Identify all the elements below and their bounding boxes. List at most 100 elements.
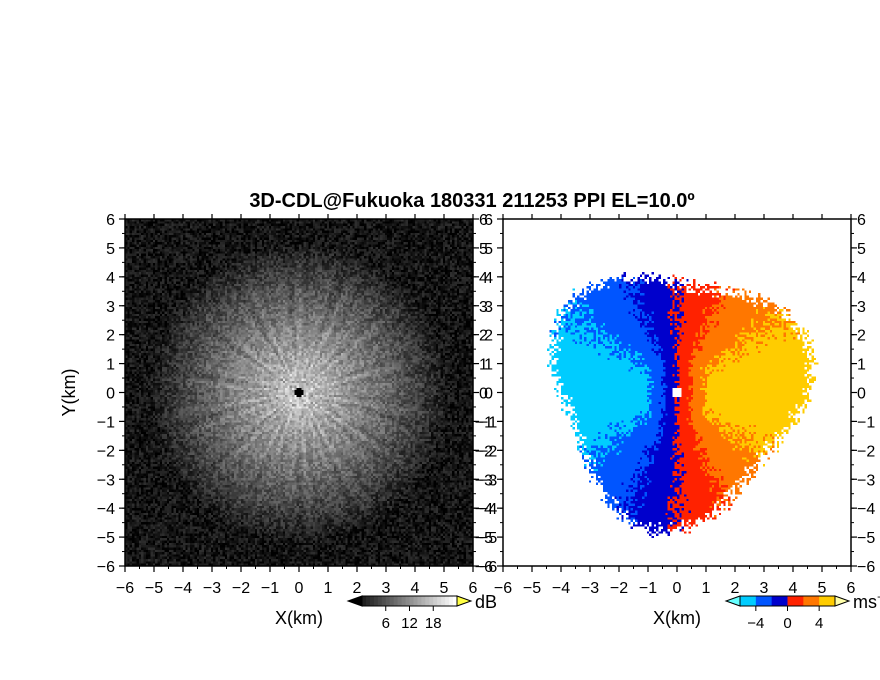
- colorbar-segment: [405, 596, 410, 606]
- colorbar-segment: [365, 596, 371, 606]
- colorbar-segment: [815, 596, 820, 606]
- colorbar-segment: [787, 596, 792, 606]
- x-tick-label: −2: [610, 580, 628, 597]
- x-tick-label: −3: [581, 580, 599, 597]
- y-tick-label-right: −2: [857, 443, 875, 460]
- x-tick-label: 0: [673, 580, 682, 597]
- x-tick-label: 1: [324, 580, 333, 597]
- colorbar-segment: [389, 596, 395, 606]
- y-tick-label-right: −6: [479, 559, 497, 576]
- x-tick-label: 2: [353, 580, 362, 597]
- y-tick-label: 0: [484, 386, 493, 403]
- chart-title: 3D-CDL@Fukuoka 180331 211253 PPI EL=10.0…: [249, 190, 694, 212]
- x-tick-label: 4: [411, 580, 420, 597]
- colorbar-segment: [453, 596, 458, 606]
- y-tick-label: 6: [106, 212, 115, 229]
- y-tick-label-right: −3: [479, 472, 497, 489]
- y-tick-label: 3: [106, 299, 115, 316]
- y-tick-label-right: −4: [479, 501, 497, 518]
- y-tick-label: −4: [97, 501, 115, 518]
- colorbar-segment: [807, 596, 812, 606]
- colorbar-segment: [385, 596, 391, 606]
- colorbar-segment: [767, 596, 773, 606]
- colorbar: −4 0 4 ms−1: [724, 590, 880, 632]
- y-tick-label-right: −4: [857, 501, 875, 518]
- y-tick-label-right: 6: [479, 212, 488, 229]
- colorbar-segment: [795, 596, 800, 606]
- y-tick-label: −1: [475, 414, 493, 431]
- colorbar-tick-label: −4: [747, 615, 764, 632]
- colorbar-segment: [413, 596, 418, 606]
- y-axis-label: Y(km): [59, 369, 79, 417]
- x-tick-label: −2: [232, 580, 250, 597]
- y-tick-label: −2: [97, 443, 115, 460]
- colorbar-segment: [743, 596, 749, 606]
- colorbar-segment: [445, 596, 450, 606]
- x-axis-label: X(km): [275, 608, 323, 628]
- x-tick-label: 0: [295, 580, 304, 597]
- colorbar-tick-label: 4: [815, 615, 823, 632]
- colorbar-segment: [441, 596, 446, 606]
- x-tick-label: −5: [145, 580, 163, 597]
- y-tick-label: 3: [484, 299, 493, 316]
- colorbar-over-triangle: [834, 595, 851, 607]
- colorbar-segment: [425, 596, 430, 606]
- colorbar-segment: [401, 596, 407, 606]
- colorbar-segment: [771, 596, 777, 606]
- colorbar-segment: [417, 596, 422, 606]
- x-tick-label: −6: [116, 580, 134, 597]
- x-tick-label: 3: [382, 580, 391, 597]
- x-tick-label: −6: [494, 580, 512, 597]
- y-tick-label: −3: [97, 472, 115, 489]
- colorbar-segment: [373, 596, 379, 606]
- colorbar-segment: [377, 596, 383, 606]
- colorbar-tick-label: 0: [783, 615, 791, 632]
- y-tick-label-right: 2: [479, 328, 488, 345]
- y-tick-label: −4: [475, 501, 493, 518]
- x-tick-label: 3: [760, 580, 769, 597]
- colorbar-segment: [369, 596, 375, 606]
- colorbar-unit: ms−1: [853, 590, 880, 612]
- x-tick-label: 6: [469, 580, 478, 597]
- colorbar-segment: [827, 596, 832, 606]
- y-tick-label: −5: [475, 530, 493, 547]
- y-tick-label-right: 0: [857, 386, 866, 403]
- y-tick-label: −3: [475, 472, 493, 489]
- right-panel-velocity: −6 −5 −4 −3 −2 −1 0 1 2 3 4 5 66 65 54 43 32 21 10 0−1 −1−2−…: [475, 212, 880, 632]
- x-tick-label: −3: [203, 580, 221, 597]
- colorbar-tick-label: 12: [401, 615, 418, 632]
- y-tick-label: −1: [97, 414, 115, 431]
- y-tick-label: −5: [97, 530, 115, 547]
- x-tick-label: 1: [702, 580, 711, 597]
- x-tick-label: 5: [818, 580, 827, 597]
- colorbar-tick-label: 18: [425, 615, 442, 632]
- colorbar-segment: [759, 596, 765, 606]
- y-tick-label-right: 3: [479, 299, 488, 316]
- y-tick-label-right: −6: [857, 559, 875, 576]
- x-tick-label: −1: [261, 580, 279, 597]
- y-tick-label-right: 1: [857, 357, 866, 374]
- colorbar: 6 12 18 dB: [346, 592, 497, 632]
- colorbar-segment: [783, 596, 788, 606]
- x-tick-label: 4: [789, 580, 798, 597]
- colorbar-segment: [803, 596, 808, 606]
- colorbar-segment: [799, 596, 804, 606]
- y-tick-label-right: 3: [857, 299, 866, 316]
- colorbar-segment: [747, 596, 753, 606]
- x-tick-label: 2: [731, 580, 740, 597]
- colorbar-tick-label: 6: [382, 615, 390, 632]
- colorbar-segment: [755, 596, 761, 606]
- colorbar-segment: [819, 596, 824, 606]
- y-tick-label-right: 5: [479, 241, 488, 258]
- y-tick-label-right: −3: [857, 472, 875, 489]
- colorbar-segment: [831, 596, 836, 606]
- colorbar-segment: [397, 596, 403, 606]
- colorbar-segment: [409, 596, 414, 606]
- y-tick-label-right: −2: [479, 443, 497, 460]
- colorbar-segment: [437, 596, 442, 606]
- y-tick-label-right: 4: [857, 270, 866, 287]
- y-tick-label-right: 6: [857, 212, 866, 229]
- x-tick-label: 6: [847, 580, 856, 597]
- colorbar-segment: [421, 596, 426, 606]
